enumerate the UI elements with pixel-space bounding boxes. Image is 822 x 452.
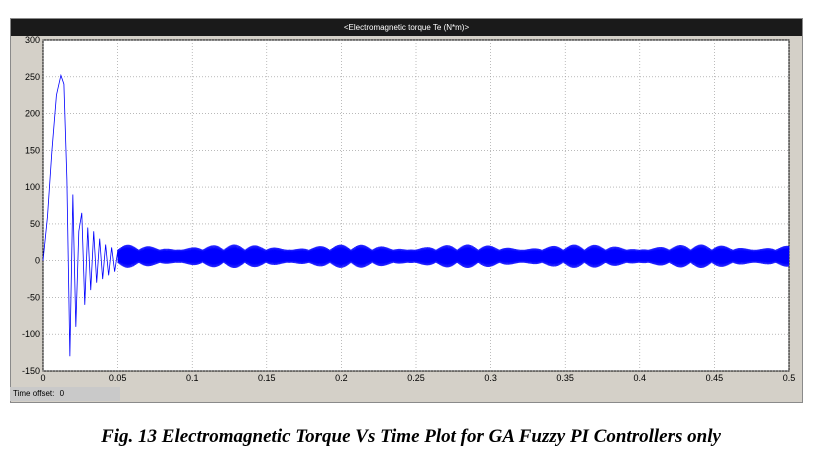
y-tick-label: -100 — [22, 329, 40, 339]
y-tick-label: 0 — [35, 256, 40, 266]
x-tick-label: 0 — [40, 373, 45, 383]
time-offset-label: Time offset: — [13, 389, 55, 398]
x-tick-label: 0.25 — [407, 373, 425, 383]
x-tick-label: 0.5 — [783, 373, 796, 383]
scope-title: <Electromagnetic torque Te (N*m)> — [11, 19, 802, 36]
y-tick-label: 200 — [25, 109, 40, 119]
x-tick-label: 0.2 — [335, 373, 348, 383]
y-tick-label: 300 — [25, 35, 40, 45]
torque-trace — [42, 73, 790, 357]
y-tick-label: 50 — [30, 219, 40, 229]
time-offset-bar: Time offset: 0 — [10, 387, 120, 401]
x-tick-label: 0.35 — [556, 373, 574, 383]
y-tick-label: 150 — [25, 145, 40, 155]
x-tick-label: 0.1 — [186, 373, 199, 383]
y-tick-label: -50 — [27, 292, 40, 302]
y-tick-label: 100 — [25, 182, 40, 192]
x-tick-label: 0.4 — [634, 373, 647, 383]
figure-caption: Fig. 13 Electromagnetic Torque Vs Time P… — [101, 426, 721, 447]
x-tick-label: 0.15 — [258, 373, 276, 383]
x-tick-label: 0.45 — [706, 373, 724, 383]
y-tick-label: -150 — [22, 366, 40, 376]
y-tick-label: 250 — [25, 72, 40, 82]
x-tick-label: 0.3 — [484, 373, 497, 383]
x-tick-label: 0.05 — [109, 373, 127, 383]
time-offset-value: 0 — [59, 389, 65, 398]
